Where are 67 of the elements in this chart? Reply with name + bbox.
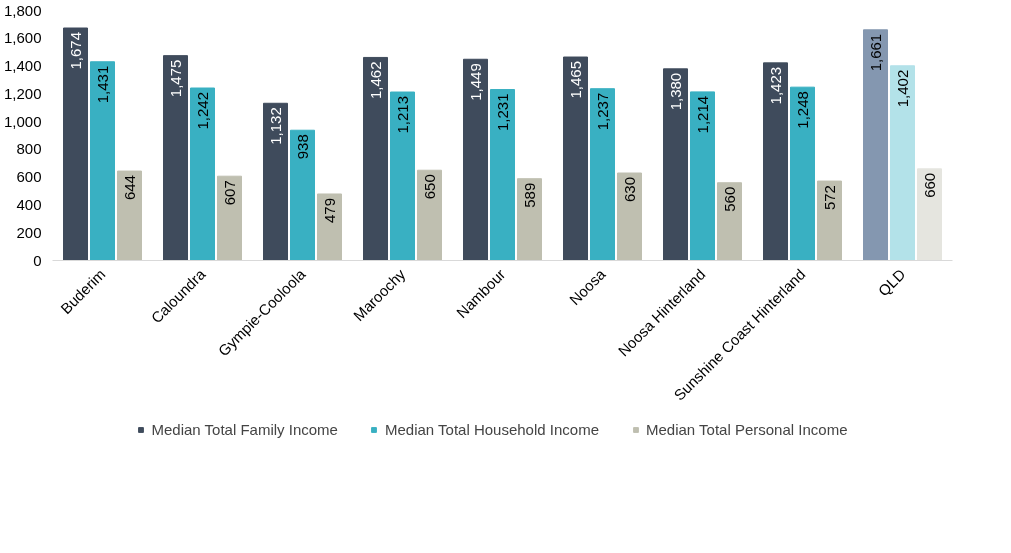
bar [463,58,488,261]
data-label: 1,674 [66,31,84,70]
legend-label: Median Total Household Income [384,420,599,438]
data-label: 1,661 [866,33,884,72]
data-label: 1,423 [766,66,784,105]
data-label: 1,237 [593,92,611,131]
y-tick-label: 600 [16,168,42,186]
bar [817,180,842,261]
data-label: 1,431 [93,65,111,104]
data-label: 1,132 [266,107,284,145]
bar [290,129,315,261]
bar [363,56,388,261]
bar [117,170,142,261]
y-tick-label: 1,200 [3,84,42,102]
data-label: 1,462 [366,61,384,99]
data-label: 644 [120,175,138,201]
data-label: 607 [220,180,238,206]
data-label: 650 [420,174,438,200]
bar [790,86,815,261]
data-label: 1,231 [493,93,511,132]
bar [417,169,442,261]
bar [317,193,342,261]
data-label: 479 [320,197,338,223]
y-tick-label: 1,600 [3,29,42,47]
data-label: 1,380 [666,72,684,111]
data-label: 1,248 [793,91,811,129]
legend-label: Median Total Family Income [151,420,338,438]
data-label: 560 [720,186,738,212]
bar [263,102,288,261]
y-tick-label: 1,800 [3,1,42,19]
bar [517,178,542,261]
data-label: 1,475 [166,59,184,98]
bar [890,65,915,261]
x-tick-label: QLD [874,265,909,300]
y-tick-label: 800 [16,140,42,158]
data-label: 1,449 [466,63,484,101]
data-label: 1,213 [393,96,411,134]
data-label: 1,214 [693,95,711,134]
data-label: 1,242 [193,91,211,130]
bar [617,172,642,261]
bar [190,87,215,261]
bar [490,89,515,261]
data-label: 1,465 [566,61,584,99]
bar [763,62,788,261]
bar [163,55,188,261]
bar [217,175,242,261]
data-label: 630 [620,177,638,203]
data-label: 660 [920,172,938,198]
legend-label: Median Total Personal Income [645,420,848,438]
bar [90,61,115,261]
bar [563,56,588,261]
data-label: 572 [820,185,838,211]
bar [63,27,88,261]
data-label: 589 [520,182,538,208]
bar [690,91,715,261]
bar [717,182,742,261]
data-label: 1,402 [893,69,911,108]
bar [663,68,688,261]
y-tick-label: 400 [16,195,42,213]
bar [590,88,615,261]
bar [863,29,888,261]
data-label: 938 [293,134,311,160]
y-tick-label: 1,400 [3,57,42,75]
bar [390,91,415,261]
y-tick-label: 200 [16,223,42,241]
y-tick-label: 0 [33,251,42,269]
y-tick-label: 1,000 [3,112,42,130]
